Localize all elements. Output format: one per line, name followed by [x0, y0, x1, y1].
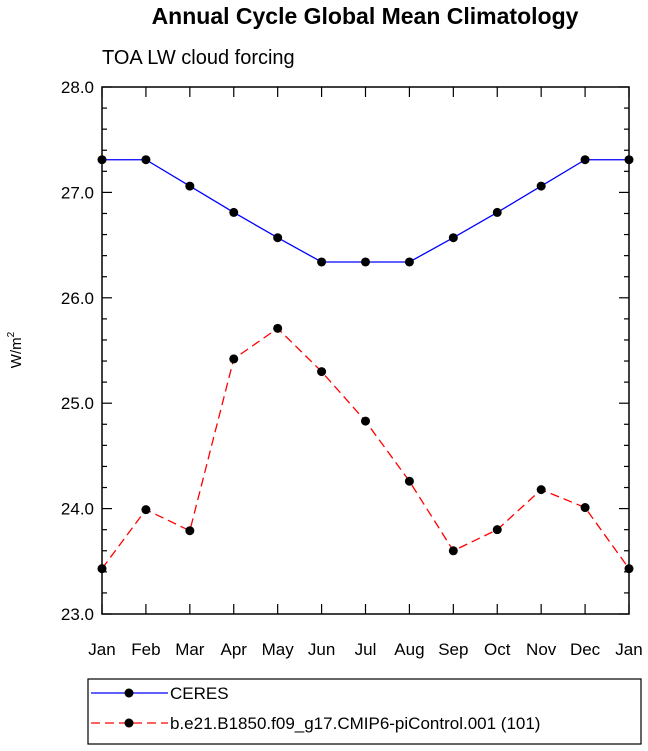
x-tick-label: Mar — [175, 640, 205, 659]
data-point-1 — [624, 564, 634, 574]
data-point-0 — [580, 155, 590, 165]
data-point-1 — [492, 525, 502, 535]
y-tick-label: 25.0 — [61, 394, 94, 413]
x-tick-label: Apr — [221, 640, 248, 659]
plot-frame — [101, 86, 630, 615]
x-tick-label: Nov — [526, 640, 557, 659]
data-point-1 — [404, 476, 414, 486]
chart-title: Annual Cycle Global Mean Climatology — [152, 3, 579, 29]
x-tick-label: Jan — [88, 640, 115, 659]
legend-box — [87, 678, 642, 745]
plot-area: 23.0 24.0 25.0 26.0 27.0 28.0 Jan Feb Mar Apr May J… — [61, 78, 643, 659]
data-point-1 — [185, 526, 195, 536]
data-point-0 — [273, 233, 283, 243]
data-point-1 — [317, 367, 327, 377]
legend-marker-0 — [124, 688, 134, 698]
series-line-1 — [101, 327, 630, 570]
x-tick-label: Sep — [438, 640, 468, 659]
data-point-1 — [273, 323, 283, 333]
y-tick-label: 27.0 — [61, 183, 94, 202]
series-line-0 — [102, 159, 629, 263]
data-point-1 — [361, 416, 370, 426]
data-point-0 — [492, 207, 502, 217]
chart-subtitle: TOA LW cloud forcing — [102, 47, 295, 69]
x-tick-label: Jan — [615, 640, 642, 659]
x-tick-label: Dec — [570, 640, 601, 659]
data-point-0 — [229, 207, 239, 217]
data-point-0 — [361, 257, 370, 267]
data-point-0 — [624, 155, 634, 165]
data-point-0 — [317, 257, 327, 267]
data-point-0 — [185, 181, 195, 191]
legend-marker-1 — [124, 718, 134, 728]
x-tick-label: May — [262, 640, 295, 659]
data-point-0 — [448, 233, 458, 243]
y-axis-label-superscript: 2 — [6, 331, 17, 337]
data-point-1 — [229, 354, 239, 364]
x-tick-label: Aug — [394, 640, 424, 659]
data-point-1 — [141, 505, 151, 515]
legend: CERES b.e21.B1850.f09_g17.CMIP6-piControl… — [87, 678, 642, 745]
y-tick-label: 26.0 — [61, 289, 94, 308]
data-point-0 — [404, 257, 414, 267]
data-point-1 — [580, 503, 590, 513]
legend-label-0: CERES — [170, 684, 229, 703]
data-point-0 — [536, 181, 546, 191]
legend-label-1: b.e21.B1850.f09_g17.CMIP6-piControl.001 … — [170, 714, 540, 733]
data-point-0 — [97, 155, 107, 165]
y-axis-label: W/m2 — [6, 331, 25, 368]
data-point-1 — [448, 546, 458, 556]
x-tick-label: Oct — [484, 640, 511, 659]
data-point-1 — [97, 564, 107, 574]
x-tick-label: Jun — [308, 640, 335, 659]
data-point-1 — [536, 485, 546, 495]
y-tick-label: 28.0 — [61, 78, 94, 97]
x-tick-label: Feb — [131, 640, 160, 659]
x-tick-label: Jul — [355, 640, 377, 659]
y-tick-label: 23.0 — [61, 605, 94, 624]
y-tick-label: 24.0 — [61, 500, 94, 519]
data-point-0 — [141, 155, 151, 165]
